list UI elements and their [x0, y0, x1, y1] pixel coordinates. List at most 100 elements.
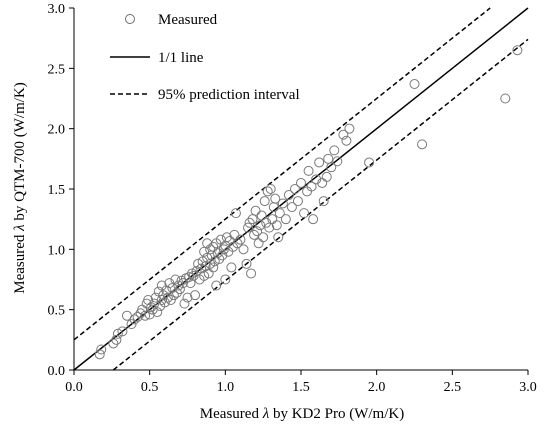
data-point	[283, 190, 294, 201]
data-point	[274, 208, 285, 219]
data-point	[243, 222, 254, 233]
x-tick-label: 1.0	[217, 380, 235, 395]
y-axis-title: Measured λ by QTM-700 (W/m/K)	[12, 82, 28, 293]
data-point	[318, 196, 329, 207]
data-point	[238, 244, 249, 255]
data-point	[244, 217, 255, 228]
data-point	[289, 184, 300, 194]
data-point	[512, 45, 523, 56]
data-point	[364, 157, 375, 168]
data-point	[256, 210, 267, 221]
y-tick-label: 0.0	[48, 364, 66, 379]
y-tick-label: 2.5	[48, 62, 66, 77]
data-point	[221, 232, 232, 243]
data-point	[258, 232, 269, 243]
data-point	[143, 295, 154, 306]
legend-one-to-one-label: 1/1 line	[158, 50, 204, 66]
x-tick-label: 2.0	[368, 380, 386, 395]
data-point	[144, 309, 155, 320]
data-point	[140, 310, 151, 321]
data-point	[323, 153, 334, 164]
data-point	[338, 129, 349, 140]
data-point	[296, 177, 306, 188]
data-point	[96, 344, 107, 355]
data-point	[177, 278, 188, 289]
ticks: 0.0 0.5 1.0 1.5 2.0 2.5 3.0 0.0 0.5 1.0 1.5 2.0 2.5 3…	[48, 2, 537, 395]
data-point	[250, 205, 261, 216]
data-point	[280, 214, 291, 225]
data-point	[292, 196, 303, 207]
data-point	[306, 181, 317, 192]
data-point	[211, 280, 222, 291]
data-point	[286, 202, 297, 213]
data-point	[270, 193, 281, 204]
data-point	[311, 174, 322, 185]
data-point	[326, 162, 337, 173]
data-point	[314, 157, 325, 168]
upper-prediction-line	[73, 7, 491, 341]
data-point	[164, 278, 175, 289]
data-point	[241, 258, 252, 269]
data-point	[341, 135, 352, 146]
data-point	[132, 311, 143, 322]
data-point	[161, 285, 172, 296]
data-point	[230, 208, 241, 219]
legend-measured-label: Measured	[158, 12, 218, 28]
legend: Measured 1/1 line 95% prediction interva…	[110, 12, 300, 103]
data-point	[303, 165, 314, 176]
data-point	[185, 278, 196, 289]
data-point	[226, 262, 237, 273]
data-point	[308, 214, 319, 225]
x-axis-title: Measured λ by KD2 Pro (W/m/K)	[200, 406, 404, 422]
data-point	[259, 196, 270, 207]
data-point	[262, 186, 273, 197]
data-point	[179, 298, 190, 309]
data-point	[111, 334, 122, 345]
y-tick-label: 0.5	[48, 304, 66, 319]
data-point	[344, 123, 355, 134]
data-point	[500, 93, 511, 104]
data-point	[182, 292, 193, 303]
data-point	[332, 156, 343, 167]
plot-points	[94, 45, 523, 360]
data-point	[165, 295, 176, 306]
data-point	[162, 292, 173, 303]
x-tick-label: 3.0	[519, 380, 537, 395]
data-point	[117, 326, 128, 337]
data-point	[232, 238, 243, 249]
data-point	[220, 274, 231, 285]
data-point	[214, 253, 225, 264]
data-point	[261, 217, 272, 228]
data-point	[409, 79, 420, 90]
data-point	[108, 338, 119, 349]
x-tick-label: 0.5	[141, 380, 159, 395]
y-tick-label: 3.0	[48, 2, 66, 17]
y-tick-label: 1.0	[48, 243, 66, 258]
data-point	[126, 319, 137, 330]
legend-measured-marker	[125, 14, 135, 24]
data-point	[152, 307, 163, 318]
y-tick-label: 1.5	[48, 183, 66, 198]
data-point	[273, 232, 284, 243]
data-point	[190, 290, 201, 301]
x-tick-label: 0.0	[65, 380, 83, 395]
data-point	[229, 229, 240, 240]
data-point	[129, 314, 140, 325]
data-point	[277, 198, 288, 209]
data-point	[299, 208, 310, 219]
data-point	[253, 238, 264, 249]
x-tick-label: 2.5	[444, 380, 462, 395]
data-point	[246, 268, 257, 279]
data-point	[188, 270, 199, 281]
data-point	[265, 184, 276, 194]
data-point	[150, 292, 161, 303]
data-point	[271, 220, 282, 231]
data-point	[321, 171, 332, 182]
data-point	[168, 290, 179, 301]
data-point	[252, 226, 263, 237]
data-point	[171, 287, 182, 298]
data-point	[329, 145, 340, 156]
data-point	[235, 234, 246, 245]
data-point	[417, 139, 428, 150]
